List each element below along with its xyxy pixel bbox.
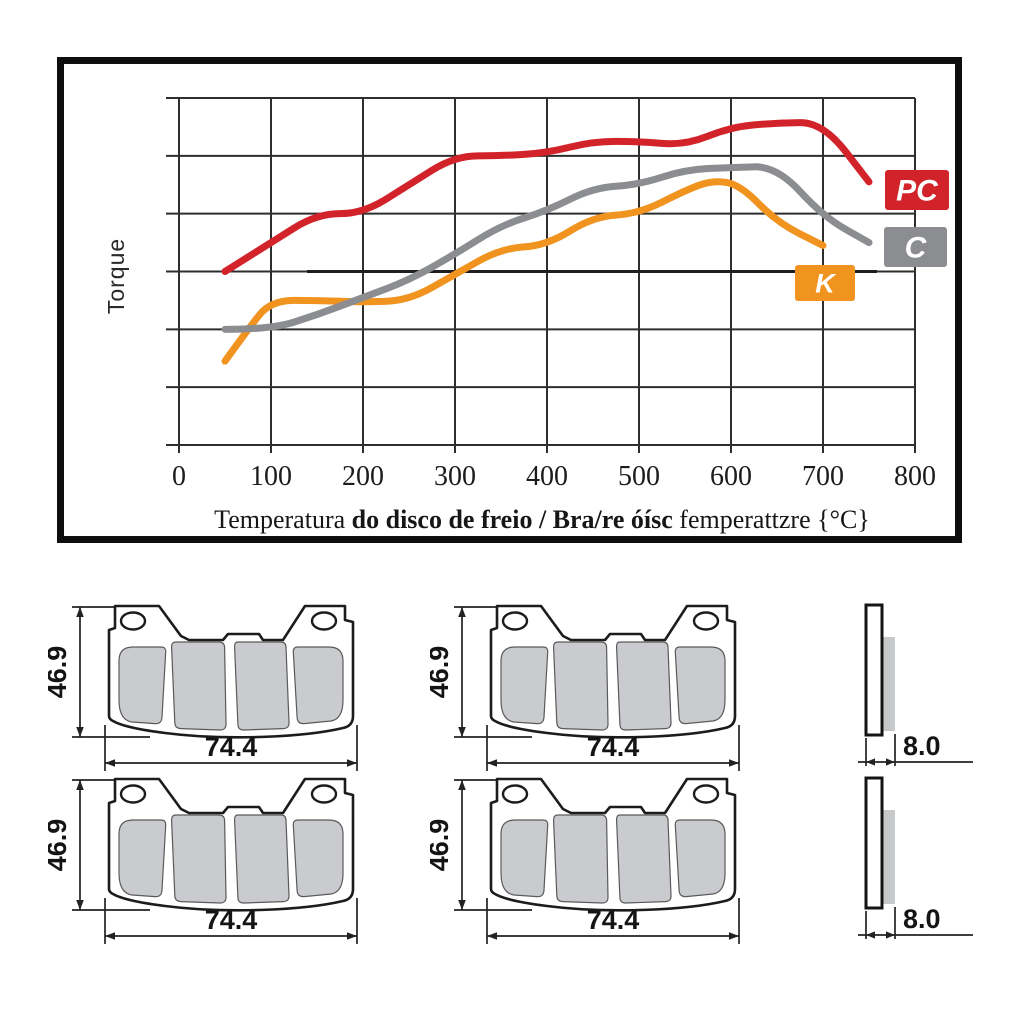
width-dimension-label: 74.4 [205,905,258,935]
series-curves [221,119,873,365]
legend-label: PC [896,174,939,207]
x-tick-label: 400 [526,461,568,492]
height-dimension-label: 46.9 [430,646,454,699]
legend-pc: PC [885,170,949,210]
x-tick-labels: 0 100 200 300 400 500 600 700 800 [172,461,936,492]
series-pc-line [221,119,873,275]
x-tick-label: 300 [434,461,476,492]
x-tick-label: 800 [894,461,936,492]
x-tick-label: 500 [618,461,660,492]
x-tick-label: 600 [710,461,752,492]
torque-chart-frame: PC C K 0 100 200 300 400 500 600 700 800 Torque Te… [57,57,962,543]
y-axis-label: Torque [103,238,129,314]
height-dimension-label: 46.9 [48,646,72,699]
x-axis-label: Temperatura do disco de freio / Bra/re ó… [214,505,870,534]
legend-label: K [815,268,837,298]
x-tick-label: 0 [172,461,186,492]
width-dimension-label: 74.4 [587,732,640,762]
series-c-line [221,163,873,333]
brake-pad-front-view-4: 46.9 74.4 [430,777,740,945]
legend-label: C [905,231,928,264]
width-dimension-label: 74.4 [587,905,640,935]
thickness-dimension-label: 8.0 [903,731,941,761]
height-dimension-label: 46.9 [430,819,454,872]
brake-pad-front-view-1: 46.9 74.4 [48,604,358,772]
height-dimension-label: 46.9 [48,819,72,872]
torque-temperature-chart: PC C K 0 100 200 300 400 500 600 700 800 Torque Te… [103,97,949,534]
brake-pad-side-view-1: 8.0 [856,603,975,768]
legend-c: C [884,227,947,267]
width-dimension-label: 74.4 [205,732,258,762]
legend-k: K [795,265,855,301]
series-k-line [221,178,827,365]
brake-pad-front-view-2: 46.9 74.4 [430,604,740,772]
chart-legend: PC C K [795,170,949,301]
thickness-dimension-label: 8.0 [903,904,941,934]
x-tick-label: 700 [802,461,844,492]
brake-pad-side-view-2: 8.0 [856,776,975,941]
x-tick-label: 100 [250,461,292,492]
brake-pad-front-view-3: 46.9 74.4 [48,777,358,945]
x-tick-label: 200 [342,461,384,492]
